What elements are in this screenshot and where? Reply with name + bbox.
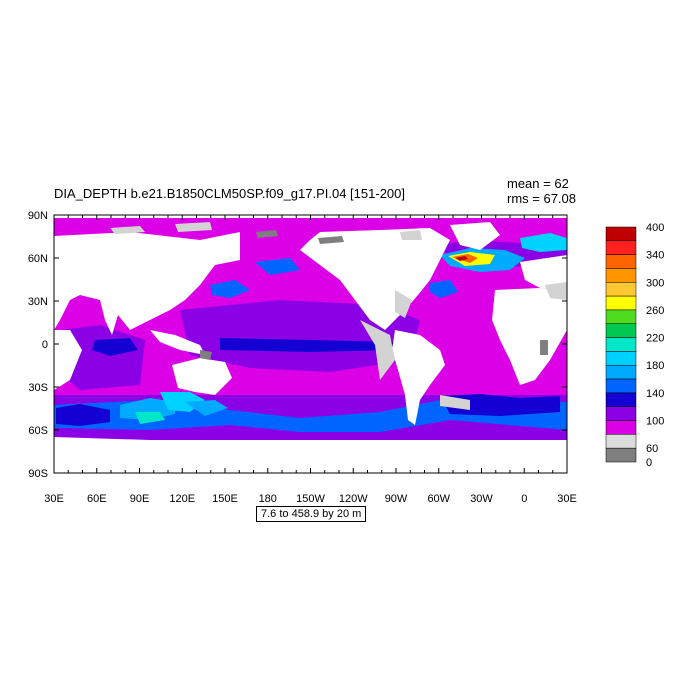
map-field — [54, 215, 567, 473]
colorbar-swatch — [605, 323, 637, 338]
lon-tick-label: 30W — [470, 493, 493, 505]
lat-tick-label: 30N — [28, 296, 48, 308]
africa-west — [492, 288, 567, 385]
south-america — [392, 330, 445, 425]
africa-east — [54, 330, 82, 390]
rms-stat: rms = 67.08 — [507, 191, 577, 206]
colorbar-label: 100 — [646, 416, 664, 428]
lon-tick-label: 30E — [44, 493, 64, 505]
colorbar-swatch — [605, 295, 637, 311]
eurasia — [54, 232, 240, 330]
colorbar-label: 260 — [646, 305, 664, 317]
colorbar-label: 180 — [646, 360, 664, 372]
colorbar-label: 400 — [646, 222, 664, 234]
colorbar-swatch — [605, 337, 637, 352]
lat-tick-label: 60S — [28, 425, 48, 437]
lon-tick-label: 180 — [259, 493, 277, 505]
lon-tick-label: 60W — [427, 493, 450, 505]
colorbar-swatch — [605, 420, 637, 435]
colorbar-label: 0 — [646, 457, 652, 469]
colorbar-label: 140 — [646, 388, 664, 400]
colorbar-label: 340 — [646, 250, 664, 262]
colorbar-label: 220 — [646, 333, 664, 345]
colorbar-swatch — [605, 378, 637, 394]
lon-tick-label: 150W — [296, 493, 325, 505]
colorbar-swatch — [605, 309, 637, 325]
lon-tick-label: 90W — [385, 493, 408, 505]
colorbar-swatch — [605, 240, 637, 255]
colorbar-swatch — [605, 434, 637, 449]
colorbar-swatch — [605, 282, 637, 297]
colorbar-swatch — [605, 268, 637, 283]
mean-stat: mean = 62 — [507, 176, 569, 191]
lon-tick-label: 0 — [521, 493, 527, 505]
lat-tick-label: 60N — [28, 253, 48, 265]
lon-tick-label: 30E — [557, 493, 577, 505]
contour-range-label: 7.6 to 458.9 by 20 m — [256, 506, 367, 522]
lat-tick-label: 90N — [28, 210, 48, 222]
colorbar-swatch — [605, 392, 637, 407]
colorbar-label: 60 — [646, 443, 658, 455]
colorbar-swatch — [605, 447, 637, 463]
lat-tick-label: 30S — [28, 382, 48, 394]
lon-tick-label: 150E — [212, 493, 238, 505]
north-america — [300, 228, 450, 330]
colorbar-label: 300 — [646, 277, 664, 289]
lat-tick-label: 90S — [28, 468, 48, 480]
lat-axis: 90N 60N 30N 0 30S 60S 90S — [28, 210, 567, 480]
lon-tick-label: 120W — [339, 493, 368, 505]
lon-axis: 30E 60E 90E 120E 150E 180 150W 120W 90W 60W 30W 0 30… — [44, 215, 577, 505]
lon-tick-label: 120E — [169, 493, 195, 505]
lat-tick-label: 0 — [42, 339, 48, 351]
colorbar-swatch — [605, 364, 637, 380]
lon-tick-label: 90E — [130, 493, 150, 505]
colorbar-swatch — [605, 351, 637, 366]
colorbar-swatch — [605, 406, 637, 421]
australia — [172, 358, 232, 395]
colorbar-swatch — [605, 254, 637, 269]
colorbar-swatch — [605, 226, 637, 242]
colorbar: 400 340 300 260 220 180 140 100 60 0 — [605, 222, 664, 469]
plot-title: DIA_DEPTH b.e21.B1850CLM50SP.f09_g17.PI.… — [54, 186, 405, 201]
lon-tick-label: 60E — [87, 493, 107, 505]
